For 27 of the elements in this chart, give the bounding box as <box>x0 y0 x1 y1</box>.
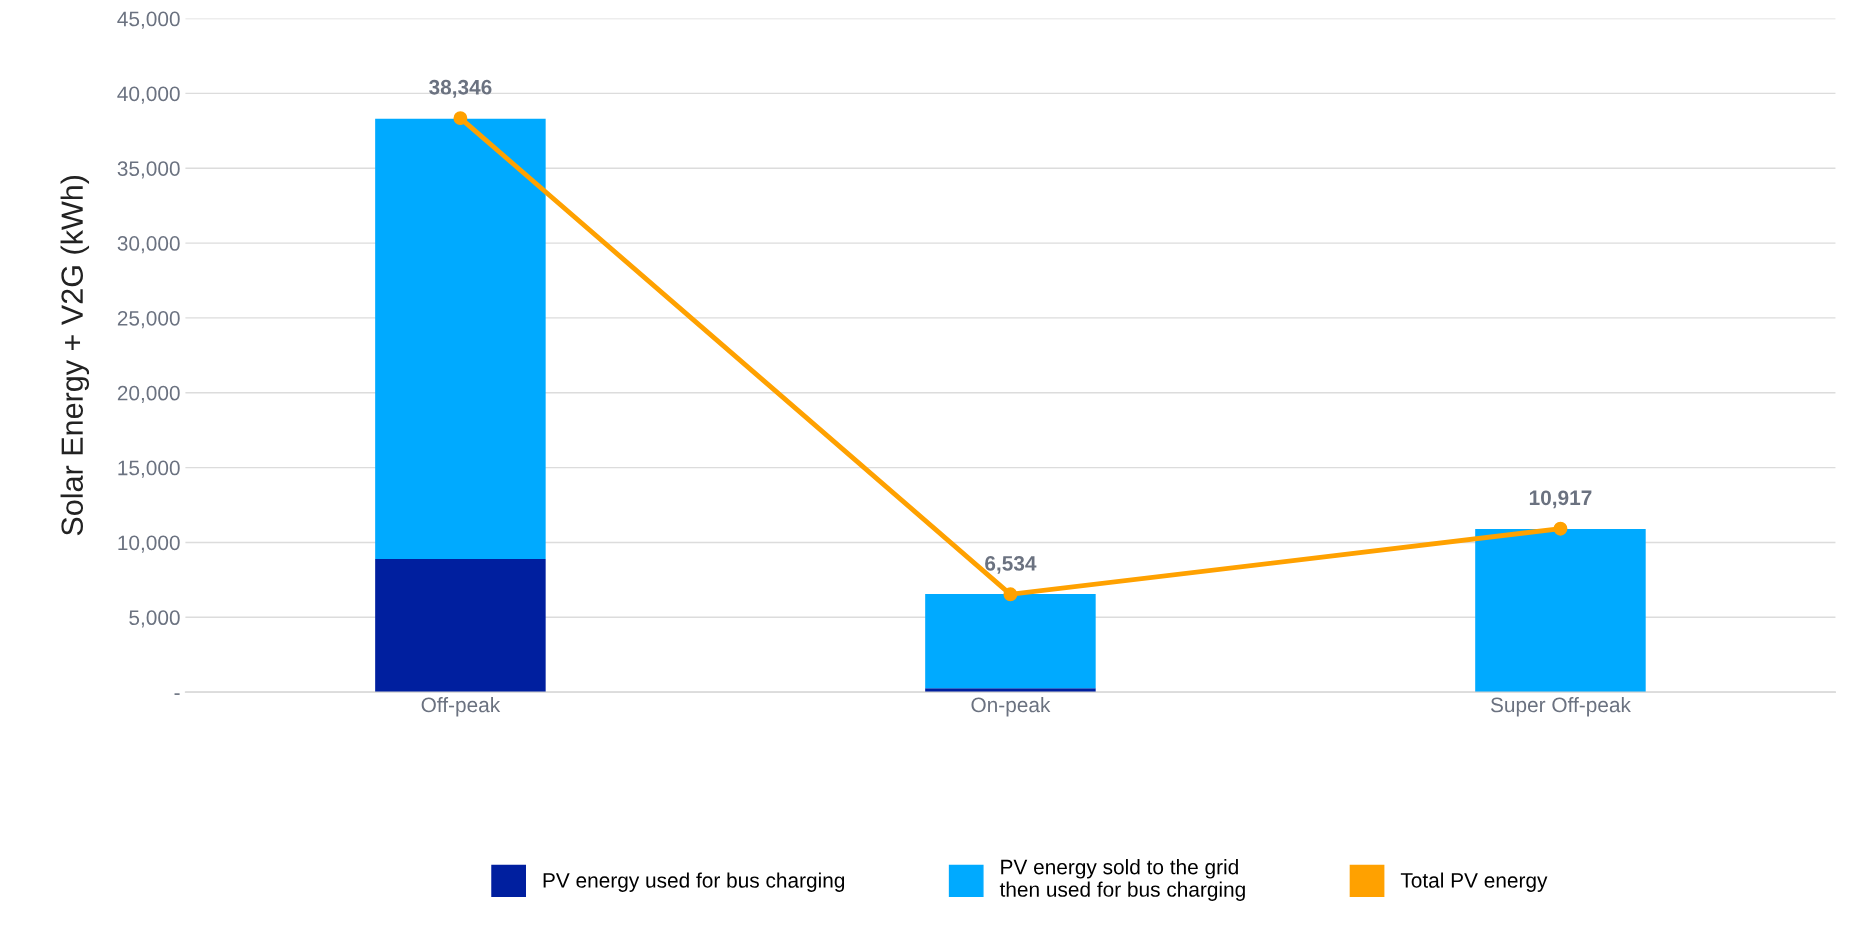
bar <box>925 594 1096 689</box>
bar <box>375 118 546 559</box>
legend-label: Total PV energy <box>1400 872 1548 892</box>
y-tick-label: 15,000 <box>118 460 180 478</box>
point <box>453 111 468 126</box>
y-tick-label: 20,000 <box>117 385 180 403</box>
y-tick-label: 35,000 <box>117 161 180 179</box>
y-tick-label: 5,000 <box>129 610 180 628</box>
x-tick-label: On-peak <box>971 696 1051 717</box>
bar <box>1475 528 1646 693</box>
y-tick-label: 10,000 <box>118 535 180 553</box>
data-label: 10,917 <box>1529 490 1592 509</box>
data-label: 38,346 <box>429 79 492 98</box>
legend-label: PV energy sold to the grid then used for bus charging <box>999 859 1245 901</box>
y-tick-label: 30,000 <box>117 236 180 254</box>
legend-label: PV energy used for bus charging <box>543 872 845 892</box>
data-label: 6,534 <box>985 555 1037 574</box>
x-tick-label: Off-peak <box>421 696 501 717</box>
y-tick-label: 25,000 <box>117 310 180 329</box>
y-tick-label: 45,000 <box>117 11 180 29</box>
x-tick-label: Super Off-peak <box>1490 696 1631 717</box>
point <box>1553 521 1568 536</box>
y-tick-label: - <box>174 693 180 695</box>
bar <box>375 558 546 693</box>
y-tick-label: 40,000 <box>117 86 180 104</box>
point <box>1003 587 1018 602</box>
y-axis-title: Solar Energy + V2G (kWh) <box>60 175 90 536</box>
